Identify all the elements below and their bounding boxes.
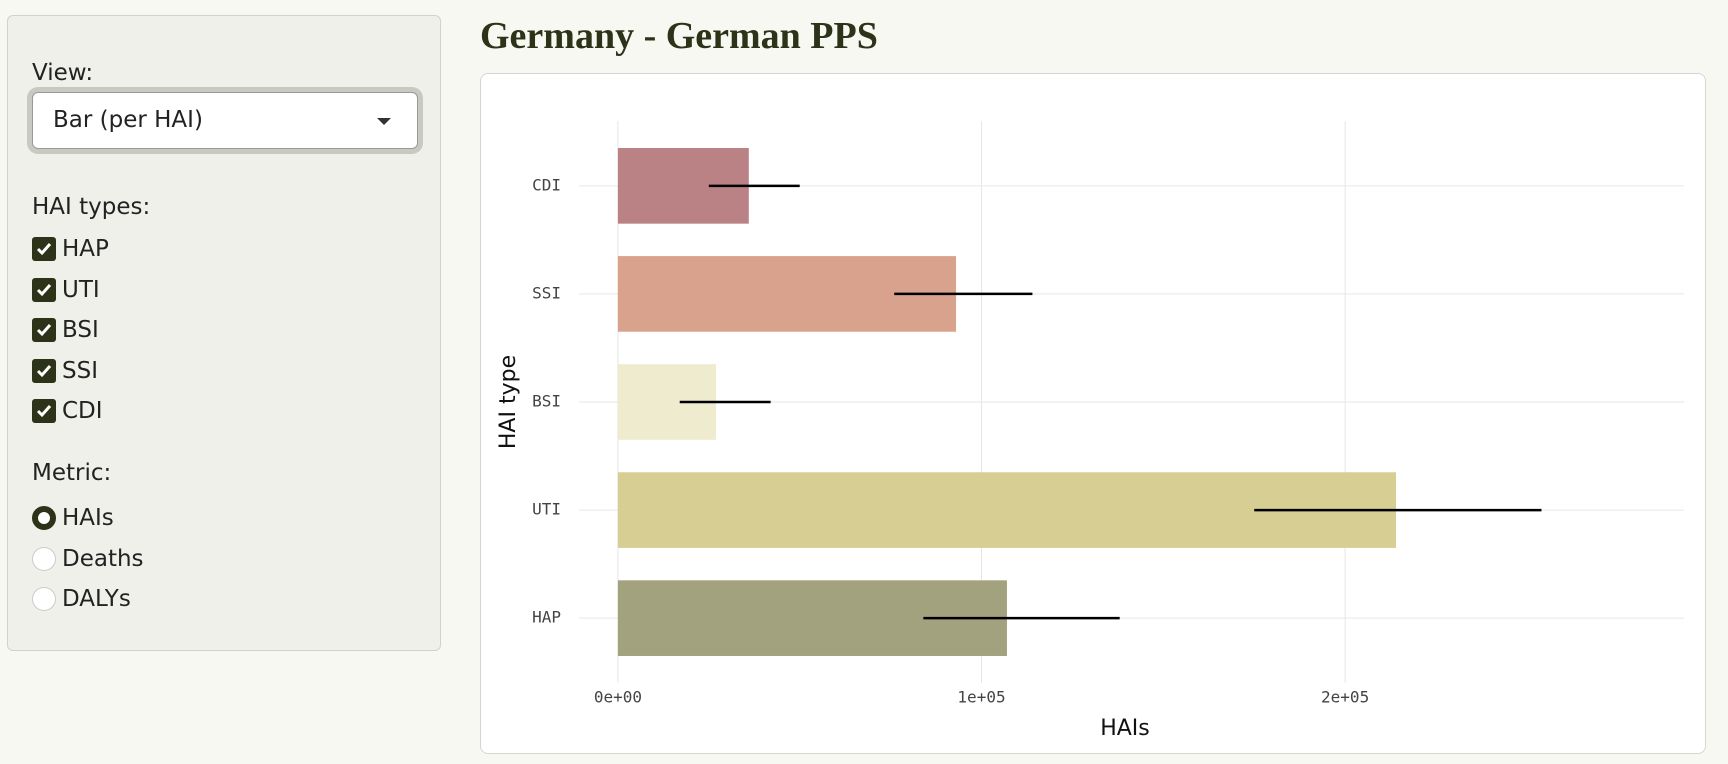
checkbox-label: HAP — [62, 236, 109, 262]
check-icon — [36, 243, 52, 256]
x-tick-label: 1e+05 — [957, 688, 1005, 707]
checkbox-label: SSI — [62, 357, 98, 384]
radio[interactable] — [32, 587, 56, 611]
view-value: Bar (per HAI) — [53, 107, 203, 133]
checkbox[interactable] — [32, 318, 56, 342]
metric-label: Metric: — [32, 460, 112, 486]
hai-types-label: HAI types: — [32, 194, 151, 220]
x-tick-label: 2e+05 — [1321, 688, 1369, 707]
check-icon — [36, 364, 52, 377]
radio-option[interactable]: DALYs — [32, 584, 131, 614]
check-icon — [36, 324, 52, 337]
checkbox[interactable] — [32, 237, 56, 261]
checkbox-option[interactable]: HAP — [32, 234, 109, 264]
x-axis-label: HAIs — [1100, 716, 1150, 741]
checkbox-label: BSI — [62, 317, 99, 343]
checkbox-label: CDI — [62, 398, 103, 424]
radio[interactable] — [32, 546, 56, 571]
radio-option[interactable]: Deaths — [32, 544, 144, 574]
y-tick-label: CDI — [532, 175, 561, 194]
x-tick-label: 0e+00 — [594, 688, 642, 707]
chart: HAIs HAI type 0e+00 1e+05 2e+05 HAP UTI BSI SS… — [496, 121, 1684, 741]
checkbox-label: UTI — [62, 276, 100, 303]
y-tick-label: SSI — [532, 283, 561, 302]
checkbox[interactable] — [32, 277, 56, 302]
radio-label: DALYs — [62, 586, 131, 612]
radio[interactable] — [32, 506, 56, 530]
sidebar: View: Bar (per HAI) HAI types: Metric: H… — [7, 15, 441, 651]
checkbox[interactable] — [32, 358, 56, 383]
view-select[interactable]: Bar (per HAI) — [32, 92, 418, 149]
checkbox-option[interactable]: BSI — [32, 315, 99, 345]
radio-label: HAIs — [62, 505, 114, 531]
chart-card: HAIs HAI type 0e+00 1e+05 2e+05 HAP UTI BSI SS… — [480, 73, 1706, 754]
checkbox-option[interactable]: SSI — [32, 356, 98, 386]
y-tick-label: UTI — [532, 500, 561, 519]
checkbox[interactable] — [32, 399, 56, 423]
y-tick-label: HAP — [532, 608, 561, 627]
checkbox-option[interactable]: CDI — [32, 396, 103, 426]
checkbox-option[interactable]: UTI — [32, 275, 100, 305]
radio-label: Deaths — [62, 545, 144, 572]
view-label: View: — [32, 60, 94, 86]
y-axis-label: HAI type — [496, 355, 521, 449]
chart-title: Germany - German PPS — [480, 15, 878, 57]
caret — [377, 118, 391, 125]
y-tick-label: BSI — [532, 392, 561, 411]
radio-option[interactable]: HAIs — [32, 503, 114, 533]
check-icon — [36, 405, 52, 418]
check-icon — [36, 283, 52, 296]
